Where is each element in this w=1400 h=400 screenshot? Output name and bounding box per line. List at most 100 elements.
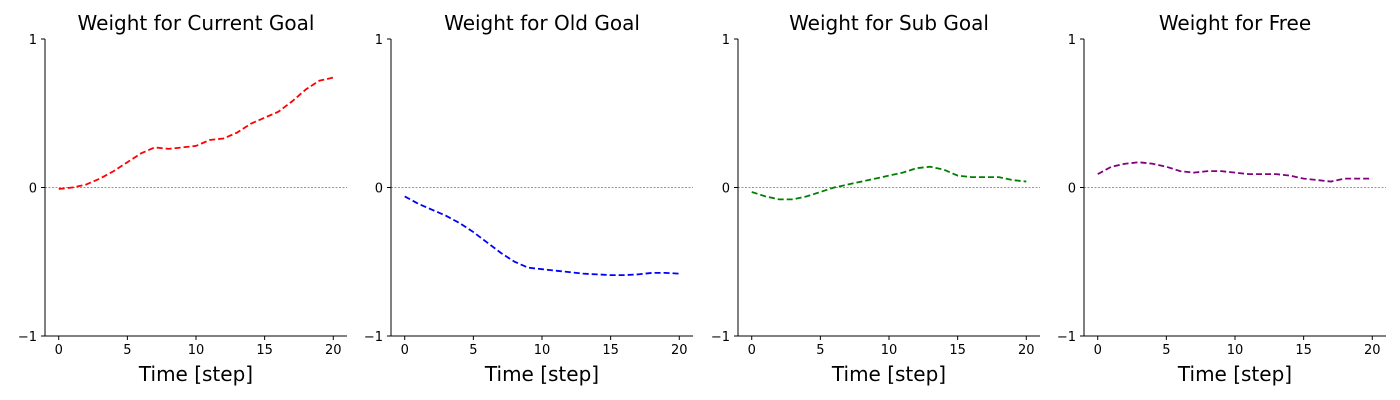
x-axis-label: Time [step] — [1177, 362, 1292, 386]
data-point — [113, 171, 114, 172]
series-line — [404, 195, 680, 277]
data-point — [916, 168, 917, 169]
data-point — [58, 188, 59, 189]
data-point — [1125, 163, 1126, 164]
data-point — [209, 139, 210, 140]
data-point — [888, 175, 889, 176]
data-point — [1276, 174, 1277, 175]
data-point — [278, 111, 279, 112]
y-tick-label: 1 — [1068, 33, 1076, 48]
x-tick-label: 20 — [1018, 343, 1035, 358]
data-point — [765, 196, 766, 197]
data-point — [528, 267, 529, 268]
data-point — [847, 184, 848, 185]
data-point — [404, 196, 405, 197]
y-tick-label: −1 — [711, 330, 730, 345]
series-line — [751, 165, 1027, 201]
x-tick-label: 5 — [469, 343, 477, 358]
data-point — [1262, 174, 1263, 175]
x-tick-label: 10 — [1227, 343, 1244, 358]
data-point — [1026, 181, 1027, 182]
data-point — [223, 138, 224, 139]
y-tick-label: 0 — [722, 182, 730, 197]
x-tick-label: 0 — [55, 343, 63, 358]
data-point — [596, 274, 597, 275]
panel-title: Weight for Free — [1159, 11, 1311, 35]
data-point — [182, 147, 183, 148]
data-point — [1358, 178, 1359, 179]
x-tick-label: 0 — [401, 343, 409, 358]
x-tick-label: 10 — [534, 343, 551, 358]
data-point — [751, 191, 752, 192]
data-point — [637, 274, 638, 275]
data-point — [555, 270, 556, 271]
data-point — [291, 101, 292, 102]
data-point — [651, 272, 652, 273]
data-point — [473, 231, 474, 232]
data-point — [432, 209, 433, 210]
data-point — [998, 177, 999, 178]
data-point — [1152, 163, 1153, 164]
data-point — [779, 199, 780, 200]
data-point — [514, 261, 515, 262]
data-point — [610, 275, 611, 276]
data-point — [1207, 171, 1208, 172]
y-tick-label: −1 — [18, 330, 37, 345]
data-point — [1317, 179, 1318, 180]
data-point — [665, 272, 666, 273]
data-point — [1248, 174, 1249, 175]
data-point — [86, 184, 87, 185]
x-tick-label: 20 — [325, 343, 342, 358]
data-point — [541, 269, 542, 270]
y-tick-label: 0 — [375, 182, 383, 197]
data-point — [1193, 172, 1194, 173]
panel-title: Weight for Old Goal — [444, 11, 640, 35]
data-point — [624, 275, 625, 276]
y-tick-label: −1 — [1057, 330, 1076, 345]
x-tick-label: 15 — [1295, 343, 1312, 358]
y-tick-label: −1 — [364, 330, 383, 345]
data-point — [861, 181, 862, 182]
x-axis-label: Time [step] — [484, 362, 599, 386]
x-tick-label: 5 — [123, 343, 131, 358]
data-point — [445, 215, 446, 216]
data-point — [875, 178, 876, 179]
x-tick-label: 20 — [671, 343, 688, 358]
x-tick-label: 5 — [1162, 343, 1170, 358]
data-point — [984, 177, 985, 178]
series-line — [58, 76, 334, 190]
data-point — [1097, 174, 1098, 175]
data-point — [486, 242, 487, 243]
data-point — [833, 187, 834, 188]
data-point — [195, 145, 196, 146]
data-point — [1344, 178, 1345, 179]
data-point — [237, 132, 238, 133]
data-point — [930, 166, 931, 167]
y-tick-label: 1 — [29, 33, 37, 48]
data-point — [319, 80, 320, 81]
data-point — [1221, 171, 1222, 172]
x-tick-label: 0 — [748, 343, 756, 358]
data-point — [500, 252, 501, 253]
panel-title: Weight for Sub Goal — [789, 11, 989, 35]
x-tick-label: 15 — [256, 343, 273, 358]
x-tick-label: 15 — [602, 343, 619, 358]
data-point — [99, 178, 100, 179]
data-point — [168, 148, 169, 149]
data-point — [72, 187, 73, 188]
x-axis-label: Time [step] — [831, 362, 946, 386]
data-point — [333, 77, 334, 78]
data-point — [127, 162, 128, 163]
data-point — [1303, 178, 1304, 179]
data-point — [250, 123, 251, 124]
data-point — [305, 89, 306, 90]
x-tick-label: 0 — [1094, 343, 1102, 358]
x-tick-label: 10 — [188, 343, 205, 358]
data-point — [679, 273, 680, 274]
data-point — [971, 177, 972, 178]
data-point — [806, 196, 807, 197]
data-point — [820, 191, 821, 192]
data-point — [264, 117, 265, 118]
